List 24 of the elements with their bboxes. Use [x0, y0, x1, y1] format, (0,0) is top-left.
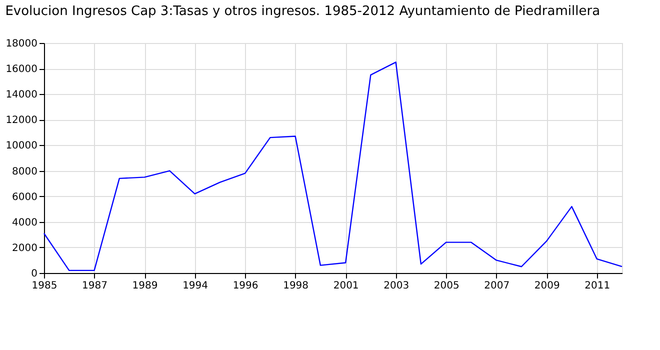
y-tick-label: 8000: [12, 166, 38, 178]
y-tick-label: 18000: [6, 38, 38, 50]
x-tick-label: 2003: [384, 280, 410, 292]
x-tick-label: 1998: [283, 280, 309, 292]
y-tick-label: 12000: [6, 115, 38, 126]
x-tick-label: 2001: [333, 280, 359, 292]
y-tick-label: 14000: [6, 90, 38, 101]
x-tick-label: 2011: [584, 280, 610, 292]
y-tick-label: 2000: [12, 242, 38, 254]
x-tick-label: 2007: [484, 280, 510, 292]
x-tick-label: 1987: [82, 280, 108, 292]
x-tick-label: 1985: [32, 280, 58, 292]
x-tick-label: 2009: [534, 280, 560, 292]
y-tick-label: 16000: [6, 64, 38, 76]
y-tick-label: 0: [31, 268, 38, 280]
y-tick-label: 4000: [12, 217, 38, 228]
x-tick-label: 1996: [232, 280, 258, 292]
x-tick-label: 1994: [182, 280, 208, 292]
chart-title: Evolucion Ingresos Cap 3:Tasas y otros ingresos. 1985-2012 Ayuntamiento de Piedramillera: [5, 4, 600, 19]
line-series: [43, 62, 623, 272]
x-tick-label: 1989: [132, 280, 158, 292]
y-tick-label: 6000: [12, 192, 38, 203]
x-tick-label: 2005: [434, 280, 460, 292]
y-tick-label: 10000: [6, 140, 38, 152]
